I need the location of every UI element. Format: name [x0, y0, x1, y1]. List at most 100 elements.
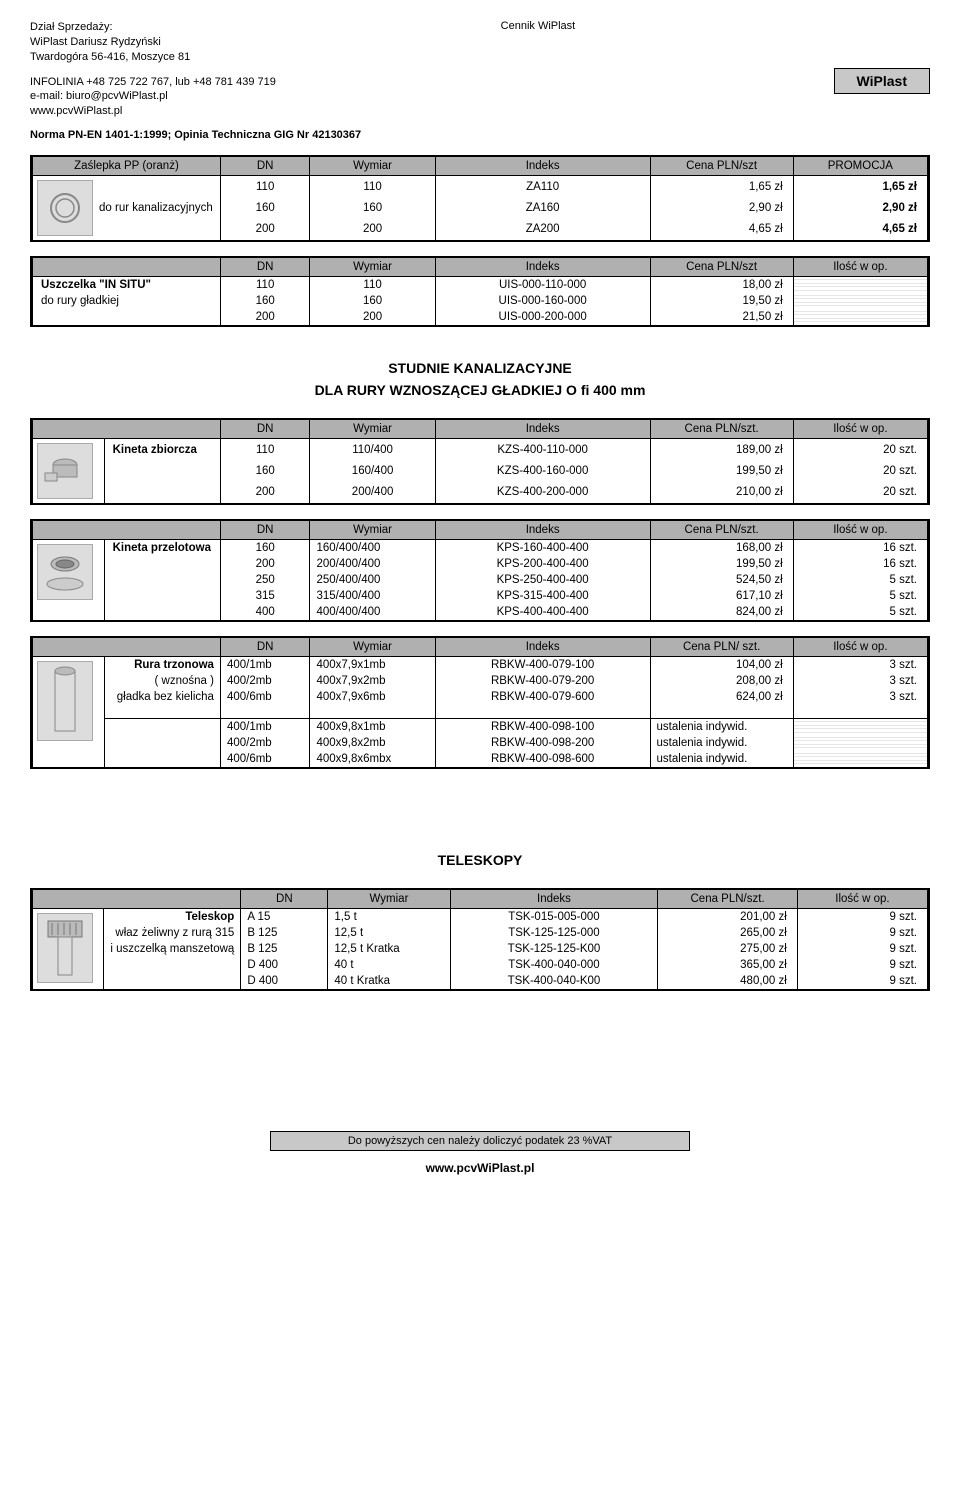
cell-dn: 400/2mb — [220, 673, 310, 689]
col-indeks: Indeks — [450, 890, 658, 909]
cell-cena: ustalenia indywid. — [650, 719, 793, 736]
cell-dn: B 125 — [241, 941, 328, 957]
cell-cena: 524,50 zł — [650, 572, 793, 588]
cell-cena: ustalenia indywid. — [650, 751, 793, 767]
brand-label: WiPlast — [834, 68, 930, 94]
cell-il: 20 szt. — [793, 482, 927, 503]
cell-dn: 400/1mb — [220, 656, 310, 673]
cell-idx: TSK-125-125-K00 — [450, 941, 658, 957]
uszczelka-table: DN Wymiar Indeks Cena PLN/szt Ilość w op… — [30, 256, 930, 327]
table-row: 400/6mb400x9,8x6mbxRBKW-400-098-600ustal… — [33, 751, 928, 767]
cell-cena: 18,00 zł — [650, 277, 793, 294]
cell-dn: B 125 — [241, 925, 328, 941]
cell-dn: 110 — [220, 176, 310, 198]
section-line1: STUDNIE KANALIZACYJNE — [388, 360, 572, 376]
table-row: D 40040 t KratkaTSK-400-040-K00480,00 zł… — [33, 973, 928, 989]
table-header: DN Wymiar Indeks Cena PLN/szt Ilość w op… — [33, 258, 928, 277]
cell-blank — [104, 604, 220, 620]
cell-wym: 12,5 t Kratka — [328, 941, 450, 957]
col-wymiar: Wymiar — [310, 521, 435, 540]
col-wymiar: Wymiar — [310, 157, 435, 176]
row-label: Kineta zbiorcza — [104, 438, 220, 460]
section-teleskopy: TELESKOPY — [30, 849, 930, 871]
cell-blank — [104, 705, 220, 719]
cell-blank — [104, 719, 220, 736]
cell-empty — [793, 751, 927, 767]
cell-idx: KPS-400-400-400 — [435, 604, 650, 620]
cell-il: 5 szt. — [793, 588, 927, 604]
col-dn: DN — [220, 420, 310, 439]
cell-dn: 160 — [220, 460, 310, 481]
cell-dn: 110 — [220, 438, 310, 460]
cell-il: 16 szt. — [793, 539, 927, 556]
row-label — [33, 309, 221, 325]
teleskopy-table: DN Wymiar Indeks Cena PLN/szt. Ilość w o… — [30, 888, 930, 991]
cell-il: 5 szt. — [793, 604, 927, 620]
cell-dn: 200 — [220, 309, 310, 325]
cell-idx: RBKW-400-079-600 — [435, 689, 650, 705]
col-cena: Cena PLN/szt — [650, 157, 793, 176]
col-cena: Cena PLN/szt. — [650, 420, 793, 439]
col-indeks: Indeks — [435, 521, 650, 540]
col-ilosc: Ilość w op. — [797, 890, 927, 909]
col-dn: DN — [220, 521, 310, 540]
table-row: 160 160/400 KZS-400-160-000 199,50 zł 20… — [33, 460, 928, 481]
cell-dn: 400 — [220, 604, 310, 620]
cell-idx: TSK-400-040-K00 — [450, 973, 658, 989]
row-label: Uszczelka "IN SITU" — [33, 277, 221, 294]
cell-il: 20 szt. — [793, 438, 927, 460]
row-label: i uszczelką manszetową — [104, 941, 241, 957]
table-row: 315315/400/400KPS-315-400-400617,10 zł5 … — [33, 588, 928, 604]
col-ilosc: Ilość w op. — [793, 420, 927, 439]
table-row: 250250/400/400KPS-250-400-400524,50 zł5 … — [33, 572, 928, 588]
cell-wym: 160 — [310, 293, 435, 309]
header-www: www.pcvWiPlast.pl — [30, 104, 276, 119]
cell-idx: UIS-000-160-000 — [435, 293, 650, 309]
col-promocja: PROMOCJA — [793, 157, 927, 176]
table-row: do rury gładkiej 160 160 UIS-000-160-000… — [33, 293, 928, 309]
cell-dn: 400/6mb — [220, 751, 310, 767]
rura-trzonowa-table: DN Wymiar Indeks Cena PLN/ szt. Ilość w … — [30, 636, 930, 770]
table-row: do rur kanalizacyjnych 110 110 ZA110 1,6… — [33, 176, 928, 198]
cell-idx: KPS-160-400-400 — [435, 539, 650, 556]
cell-dn: D 400 — [241, 973, 328, 989]
cell-wym: 315/400/400 — [310, 588, 435, 604]
cell-cena: 208,00 zł — [650, 673, 793, 689]
cell-cena: 275,00 zł — [658, 941, 798, 957]
footer-vat: Do powyższych cen należy doliczyć podate… — [270, 1131, 690, 1151]
icon-cell — [33, 539, 105, 620]
cell-wym: 110 — [310, 176, 435, 198]
icon-cell — [33, 438, 105, 503]
cell-idx: ZA200 — [435, 219, 650, 240]
table-row: Kineta przelotowa 160 160/400/400 KPS-16… — [33, 539, 928, 556]
cell-idx: TSK-125-125-000 — [450, 925, 658, 941]
cell-idx: UIS-000-110-000 — [435, 277, 650, 294]
cell-wym: 40 t Kratka — [328, 973, 450, 989]
col-indeks: Indeks — [435, 638, 650, 657]
cell-il: 16 szt. — [793, 556, 927, 572]
cell-empty — [793, 735, 927, 751]
col-wymiar: Wymiar — [328, 890, 450, 909]
header-right: WiPlast — [800, 20, 930, 119]
col-indeks: Indeks — [435, 157, 650, 176]
table-row: właz żeliwny z rurą 315B 12512,5 tTSK-12… — [33, 925, 928, 941]
header-left: Dział Sprzedaży: WiPlast Dariusz Rydzyńs… — [30, 20, 276, 119]
cell-cena: 104,00 zł — [650, 656, 793, 673]
table-row: i uszczelką manszetowąB 12512,5 t Kratka… — [33, 941, 928, 957]
zaslepka-icon — [37, 180, 93, 236]
col-cena: Cena PLN/szt — [650, 258, 793, 277]
cell-wym: 160/400 — [310, 460, 435, 481]
cell-dn: 400/2mb — [220, 735, 310, 751]
cell-blank — [310, 705, 435, 719]
section-line2: DLA RURY WZNOSZĄCEJ GŁADKIEJ O fi 400 mm — [315, 382, 646, 398]
cell-il: 3 szt. — [793, 673, 927, 689]
cell-wym: 200/400 — [310, 482, 435, 503]
cell-blank — [104, 556, 220, 572]
cell-wym: 400x7,9x1mb — [310, 656, 435, 673]
cell-dn: 110 — [220, 277, 310, 294]
cell-cena: 19,50 zł — [650, 293, 793, 309]
cell-cena: 1,65 zł — [650, 176, 793, 198]
icon-cell — [33, 656, 105, 767]
cell-wym: 160 — [310, 198, 435, 219]
cell-blank — [104, 957, 241, 973]
